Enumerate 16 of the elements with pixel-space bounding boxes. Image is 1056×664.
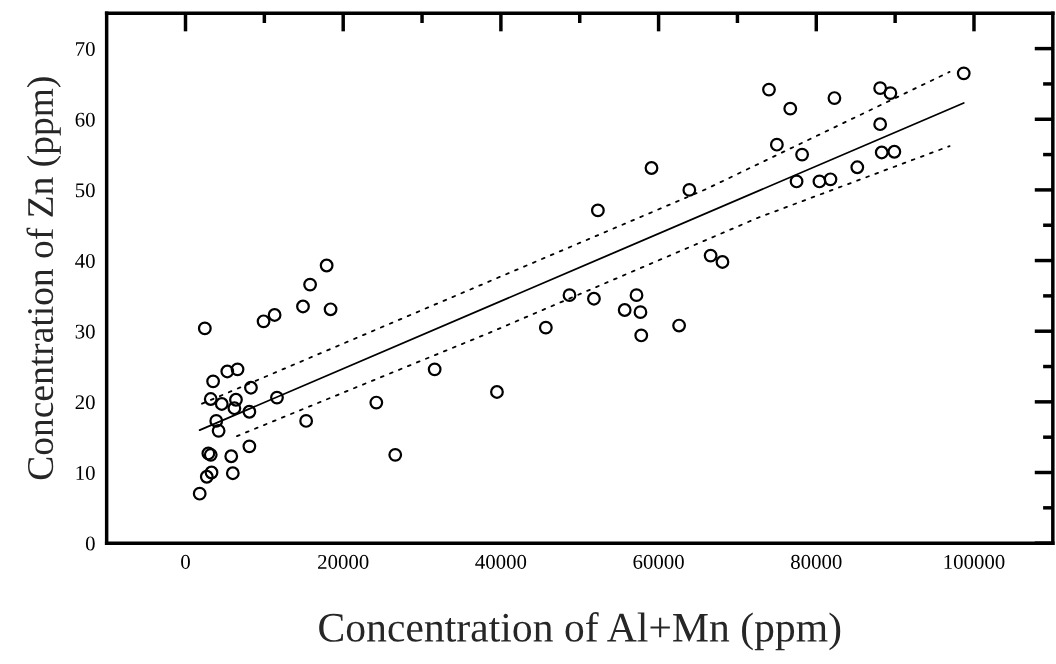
x-tick-label: 0	[181, 554, 190, 569]
y-tick-label: 0	[85, 536, 95, 551]
y-tick-label: 40	[75, 253, 95, 268]
y-tick-label: 10	[76, 465, 95, 480]
y-tick-label: 60	[75, 112, 95, 127]
x-tick-label: 100000	[944, 554, 1005, 569]
x-tick-label: 20000	[318, 554, 369, 569]
x-tick-label: 60000	[633, 554, 684, 569]
y-tick-label: 70	[76, 41, 95, 57]
x-tick-label: 40000	[475, 554, 527, 569]
x-tick-label: 80000	[791, 554, 842, 569]
y-tick-label: 50	[75, 183, 95, 198]
y-tick-label: 20	[75, 395, 95, 410]
y-axis-title: Concentration of Zn (ppm)	[26, 77, 61, 480]
y-tick-label: 30	[75, 324, 95, 339]
x-axis-title: Concentration of Al+Mn (ppm)	[319, 612, 841, 651]
